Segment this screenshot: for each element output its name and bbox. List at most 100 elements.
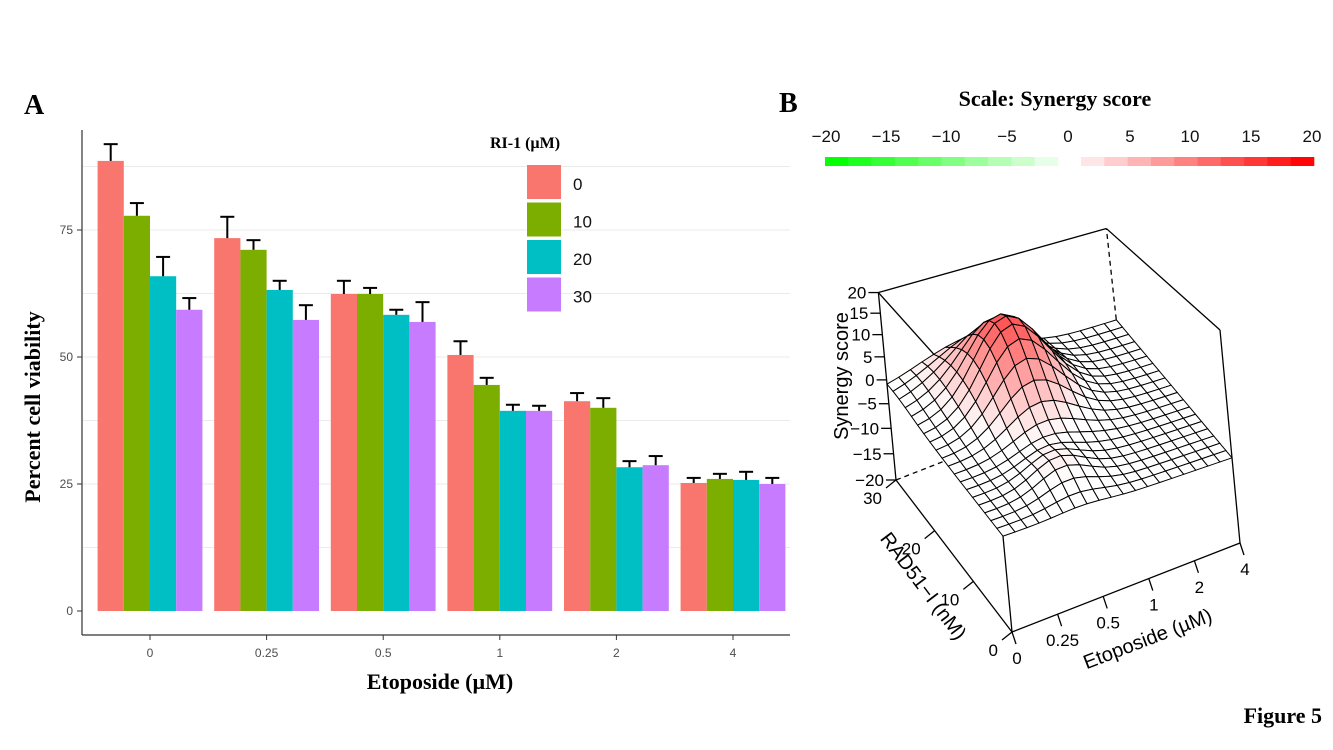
x-tick-label: 4 — [730, 646, 737, 660]
3d-box-front-edges — [895, 329, 1241, 633]
x-tick-label: 1 — [496, 646, 503, 660]
scale-swatch-positive — [1150, 157, 1175, 166]
x-tick-label: 0.25 — [1046, 631, 1079, 650]
scale-tick-label: −20 — [812, 127, 841, 146]
x-tick-mark — [1193, 560, 1200, 574]
scale-swatch-negative — [941, 157, 966, 166]
scale-swatch-negative — [871, 157, 896, 166]
legend-title: RI-1 (µM) — [490, 135, 560, 152]
x-tick-label: 4 — [1240, 560, 1249, 579]
bar — [473, 384, 500, 611]
box-edge-hidden — [895, 390, 1125, 481]
bar — [499, 410, 526, 611]
y-tick-mark — [962, 580, 974, 590]
z-tick-label: 0 — [865, 371, 874, 390]
x-axis-title: Etoposide (µM) — [367, 669, 514, 694]
y-tick-label: 50 — [60, 350, 74, 364]
y-tick-label: 0 — [989, 641, 998, 660]
y-tick-mark — [885, 479, 897, 489]
panel-label-a: A — [24, 90, 45, 121]
legend-swatch — [527, 240, 561, 274]
scale-tick-label: 0 — [1063, 127, 1072, 146]
y-tick-mark — [924, 530, 936, 540]
z-tick-label: −5 — [857, 395, 876, 414]
scale-swatch-positive — [1220, 157, 1245, 166]
y-tick-label: 25 — [60, 477, 74, 491]
z-tick-label: 10 — [851, 326, 870, 345]
bar-chart: 0 25 50 75 0 0.25 0.5 1 2 4 Etoposide (µM) Perce… — [20, 130, 790, 694]
box-edge — [1219, 329, 1241, 544]
box-edge — [1105, 228, 1221, 331]
bar — [590, 407, 617, 611]
y-axis-title: Percent cell viability — [20, 311, 45, 502]
panel-label-b: B — [779, 88, 798, 119]
scale-swatch-positive — [1197, 157, 1222, 166]
bar — [150, 276, 177, 611]
bar — [266, 289, 293, 611]
box-edge — [1011, 542, 1241, 633]
x-tick-label: 0 — [1012, 649, 1021, 668]
scale-tick-label: 10 — [1181, 127, 1200, 146]
bar — [97, 160, 124, 612]
scale-swatch-negative — [894, 157, 919, 166]
box-edge — [878, 227, 1107, 294]
z-tick-label: −10 — [850, 419, 879, 438]
scale-tick-label: 5 — [1125, 127, 1134, 146]
bar — [240, 249, 267, 611]
bar — [526, 410, 553, 611]
bar — [214, 238, 241, 612]
rad51-axis-title: RAD51−I (nM) — [875, 529, 970, 645]
z-tick-label: −20 — [855, 471, 884, 490]
color-scale-bar — [825, 157, 1315, 166]
x-tick-mark — [1056, 613, 1063, 627]
scale-swatch-positive — [1104, 157, 1128, 166]
y-tick-label: 10 — [940, 590, 959, 609]
scale-swatch-negative — [848, 157, 872, 166]
synergy-surface — [886, 313, 1233, 537]
x-tick-mark — [1102, 596, 1108, 609]
bar — [357, 294, 384, 611]
x-tick-label: 2 — [1195, 578, 1204, 597]
scale-tick-label: −15 — [872, 127, 901, 146]
x-tick-label: 2 — [613, 646, 620, 660]
scale-swatch-negative — [964, 157, 989, 166]
scale-swatch-positive — [1290, 157, 1315, 166]
bar — [706, 478, 733, 611]
bar — [123, 215, 150, 611]
figure-label: Figure 5 — [1244, 703, 1322, 728]
x-ticks: 0 0.25 0.5 1 2 4 — [147, 635, 737, 660]
bar — [409, 321, 436, 611]
x-tick-label: 0 — [147, 646, 154, 660]
x-tick-label: 0.5 — [1096, 613, 1120, 632]
bar — [733, 479, 760, 611]
scale-swatch-negative — [1011, 157, 1035, 166]
bars — [97, 160, 786, 612]
scale-ticks: −20 −15 −10 −5 0 5 10 15 20 — [812, 127, 1322, 146]
box-edge — [877, 292, 897, 481]
bar — [616, 467, 643, 611]
z-axis-title: Synergy score — [831, 312, 853, 440]
scale-tick-label: 20 — [1303, 127, 1322, 146]
z-tick-label: 20 — [847, 284, 866, 303]
legend-swatch — [527, 277, 561, 312]
scale-swatch-negative — [825, 157, 849, 166]
legend-label: 10 — [573, 213, 592, 232]
z-tick-label: 15 — [849, 304, 868, 323]
legend-swatch — [527, 165, 561, 199]
bar — [330, 294, 357, 611]
legend-swatch — [527, 202, 561, 237]
y-tick-label: 75 — [60, 223, 74, 237]
scale-tick-label: −10 — [932, 127, 961, 146]
bar — [759, 484, 786, 611]
box-edge — [1002, 536, 1013, 633]
bar — [176, 309, 203, 611]
scale-swatch-negative — [988, 157, 1012, 166]
y-ticks: 0 25 50 75 — [60, 223, 82, 618]
bar — [564, 401, 591, 611]
surface-chart: Scale: Synergy score −20 −15 −10 −5 0 5 10 15 20… — [812, 86, 1322, 674]
x-tick-label: 0.25 — [255, 646, 279, 660]
scale-swatch-negative — [918, 157, 942, 166]
scale-title: Scale: Synergy score — [959, 86, 1152, 111]
